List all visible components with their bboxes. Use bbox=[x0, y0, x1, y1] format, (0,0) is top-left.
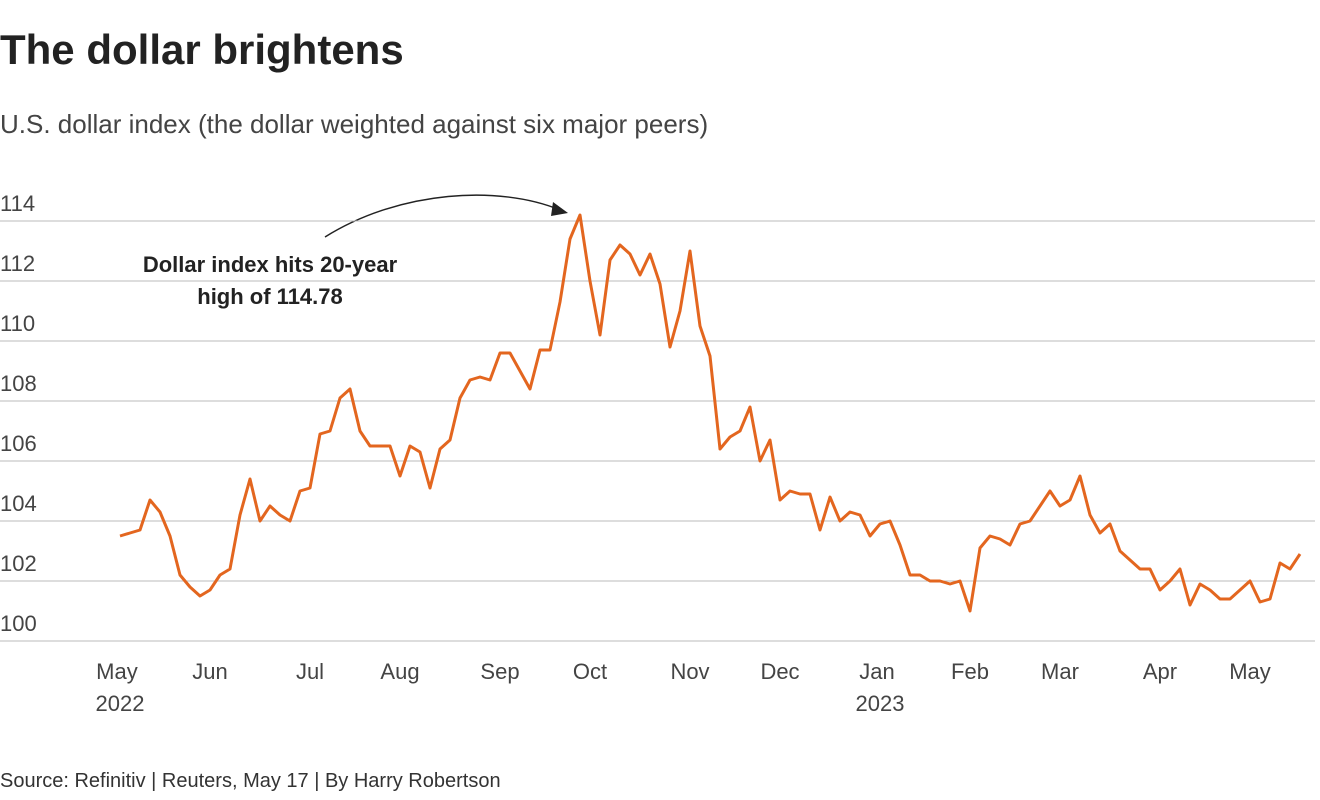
x-tick-label: Feb bbox=[951, 659, 989, 684]
y-tick-label: 114 bbox=[0, 191, 35, 216]
annotation-arrow bbox=[324, 194, 561, 238]
x-tick-label: Sep bbox=[480, 659, 519, 684]
x-tick-label: Nov bbox=[670, 659, 709, 684]
x-tick-label: Apr bbox=[1143, 659, 1177, 684]
y-tick-label: 112 bbox=[0, 251, 35, 276]
x-tick-label: May 2022 bbox=[96, 659, 145, 716]
x-tick-label: Oct bbox=[573, 659, 607, 684]
y-tick-label: 108 bbox=[0, 371, 37, 396]
y-tick-label: 100 bbox=[0, 611, 37, 636]
y-tick-label: 104 bbox=[0, 491, 37, 516]
y-tick-label: 110 bbox=[0, 311, 35, 336]
chart-title: The dollar brightens bbox=[0, 26, 404, 73]
x-tick-label: Dec bbox=[760, 659, 799, 684]
chart-subtitle: U.S. dollar index (the dollar weighted a… bbox=[0, 109, 708, 139]
y-tick-label: 106 bbox=[0, 431, 37, 456]
x-tick-label: Aug bbox=[380, 659, 419, 684]
source: Source: Refinitiv | Reuters, May 17 | By… bbox=[0, 770, 501, 792]
arrow-head bbox=[551, 202, 568, 216]
x-tick-label: May bbox=[1229, 659, 1271, 684]
x-tick-label: Mar bbox=[1041, 659, 1079, 684]
x-tick-label: Jan 2023 bbox=[856, 659, 905, 716]
y-tick-label: 102 bbox=[0, 551, 37, 576]
x-tick-label: Jun bbox=[192, 659, 227, 684]
x-tick-label: Jul bbox=[296, 659, 324, 684]
annotation: Dollar index hits 20-year bbox=[143, 252, 398, 277]
data-line bbox=[119, 213, 1302, 613]
annotation: high of 114.78 bbox=[197, 284, 343, 309]
